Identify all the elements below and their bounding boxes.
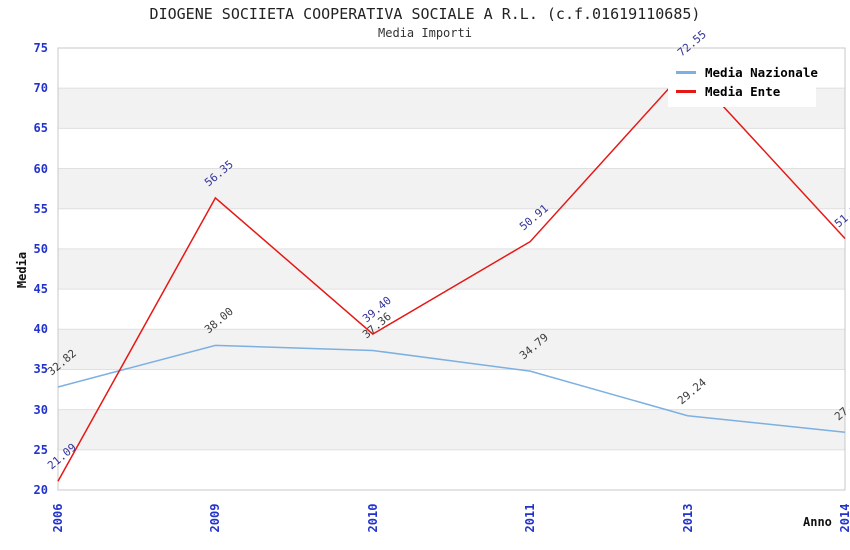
y-tick-label: 70 (33, 81, 48, 96)
y-tick-label: 55 (33, 201, 48, 216)
grid-band (58, 128, 845, 169)
series-line-media-nazionale (57, 344, 846, 433)
grid-band (58, 449, 845, 490)
grid-band (58, 329, 845, 370)
x-tick-label: 2013 (680, 503, 695, 533)
x-tick-label: 2010 (365, 503, 380, 533)
y-tick-label: 35 (33, 362, 48, 377)
legend: Media Nazionale Media Ente (668, 57, 818, 107)
x-axis-title: Anno (803, 515, 832, 529)
chart-title: DIOGENE SOCIIETA COOPERATIVA SOCIALE A R… (149, 5, 701, 23)
grid-band (58, 289, 845, 330)
x-tick-label: 2006 (51, 503, 65, 533)
y-tick-label: 30 (33, 402, 48, 417)
legend-item: Media Ente (676, 82, 812, 101)
y-tick-label: 45 (33, 282, 48, 297)
legend-label: Media Ente (705, 84, 781, 99)
x-tick-label: 2009 (208, 503, 223, 533)
legend-swatch-line (676, 71, 696, 74)
y-tick-label: 20 (33, 483, 48, 497)
y-axis-title: Media (15, 251, 30, 289)
y-tick-label: 40 (33, 322, 48, 337)
x-tick-label: 2014 (838, 503, 850, 533)
y-tick-label: 75 (33, 41, 48, 55)
y-tick-label: 50 (33, 241, 48, 256)
legend-item: Media Nazionale (676, 63, 818, 82)
y-tick-label: 60 (33, 161, 48, 176)
legend-label: Media Nazionale (705, 65, 818, 80)
legend-swatch-line (676, 90, 696, 93)
grid-band (58, 208, 845, 249)
y-tick-label: 25 (33, 442, 48, 457)
y-tick-label: 65 (33, 121, 48, 136)
chart-subtitle: Media Importi (378, 26, 472, 40)
plot-border (57, 47, 846, 491)
grid-band (58, 369, 845, 410)
grid-band (58, 409, 845, 450)
grid-band (58, 168, 845, 209)
x-tick-label: 2011 (523, 503, 538, 533)
grid-band (58, 248, 845, 290)
